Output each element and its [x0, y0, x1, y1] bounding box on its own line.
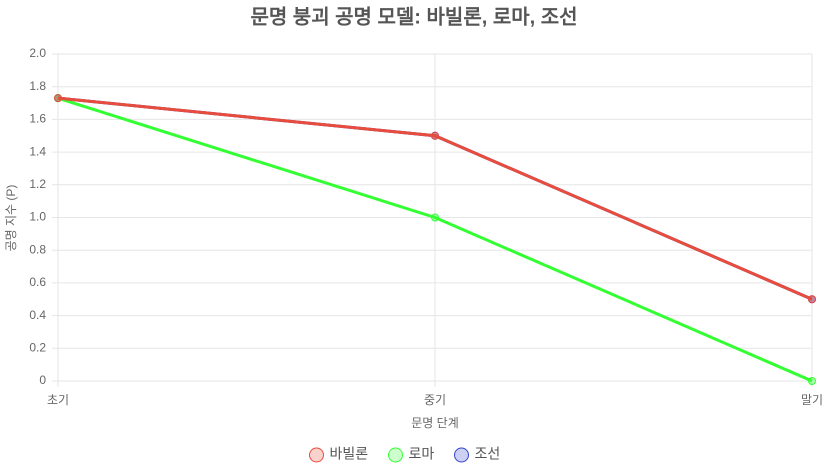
series-line — [57, 96, 813, 301]
series-line — [57, 96, 813, 383]
chart-title: 문명 붕괴 공명 모델: 바빌론, 로마, 조선 — [250, 5, 577, 28]
data-point — [431, 131, 439, 140]
y-tick-label: 0.4 — [29, 308, 46, 322]
legend-label: 조선 — [475, 446, 501, 462]
legend-marker — [454, 447, 469, 463]
y-axis-title: 공명 지수 (P) — [4, 185, 18, 252]
y-tick-label: 1.8 — [29, 79, 46, 93]
y-tick-label: 1.6 — [29, 112, 46, 126]
data-point — [808, 295, 816, 304]
data-point — [54, 94, 62, 103]
y-tick-label: 0.8 — [29, 242, 46, 256]
y-tick-label: 0 — [39, 373, 46, 387]
data-point — [431, 213, 439, 222]
x-tick-label: 초기 — [47, 393, 69, 407]
x-tick-label: 중기 — [424, 393, 446, 407]
y-tick-label: 1.4 — [29, 144, 46, 158]
y-tick-label: 2.0 — [29, 46, 46, 60]
legend-label: 바빌론 — [330, 446, 369, 462]
x-axis-title: 문명 단계 — [411, 416, 459, 430]
y-tick-label: 0.2 — [29, 340, 46, 354]
y-tick-label: 1.2 — [29, 177, 46, 191]
legend-label: 로마 — [409, 446, 435, 462]
y-tick-label: 0.6 — [29, 275, 46, 289]
legend-marker — [309, 447, 324, 463]
legend-marker — [388, 447, 403, 463]
x-tick-label: 말기 — [801, 393, 823, 407]
data-point — [808, 377, 816, 385]
y-tick-label: 1.0 — [29, 210, 46, 224]
